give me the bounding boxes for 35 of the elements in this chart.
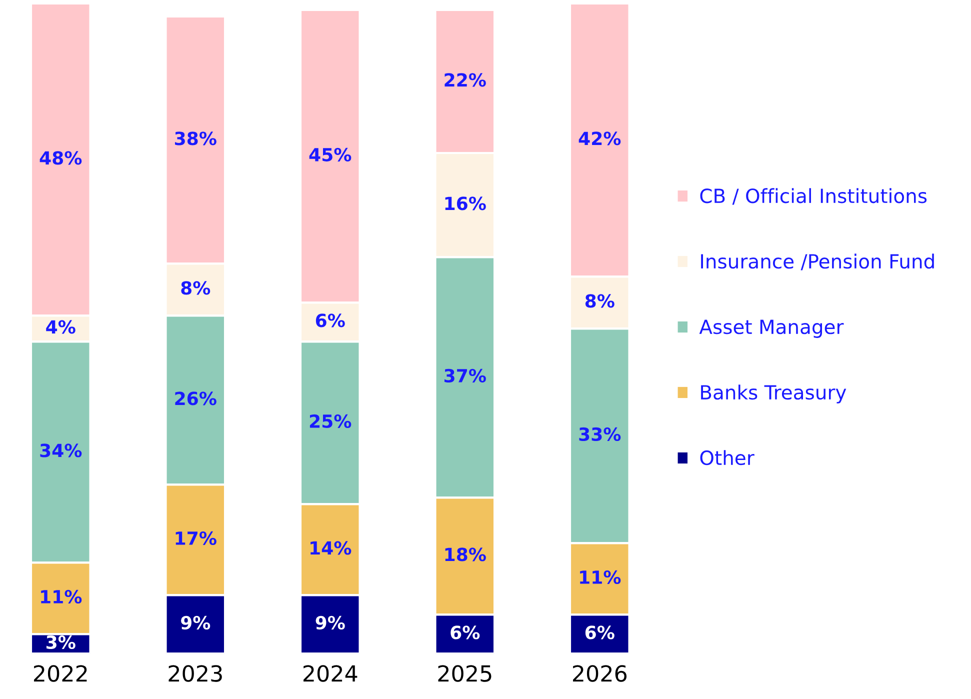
legend-label: Insurance /Pension Fund xyxy=(701,254,934,270)
data-label: 33% xyxy=(579,427,621,442)
data-label: 6% xyxy=(450,626,480,640)
legend-label: Asset Manager xyxy=(699,320,844,338)
data-label: 3% xyxy=(46,635,76,650)
data-label: 48% xyxy=(40,151,82,165)
data-label: 4% xyxy=(46,320,76,334)
data-label: 25% xyxy=(310,414,352,428)
legend-label: Other xyxy=(700,450,754,466)
x-tick-label: 2025 xyxy=(438,665,492,682)
data-label: 37% xyxy=(444,368,486,383)
legend-label: Banks Treasury xyxy=(701,384,846,404)
x-tick-label: 2024 xyxy=(303,665,358,682)
data-label: 26% xyxy=(175,392,216,406)
x-tick-label: 2022 xyxy=(34,665,87,682)
data-label: 22% xyxy=(444,73,486,87)
data-label: 38% xyxy=(174,132,216,146)
data-label: 14% xyxy=(310,541,352,555)
data-label: 6% xyxy=(585,626,614,640)
data-label: 8% xyxy=(585,294,614,308)
data-label: 45% xyxy=(309,148,352,162)
data-label: 34% xyxy=(40,444,82,458)
data-label: 11% xyxy=(41,590,82,604)
data-label: 9% xyxy=(180,616,210,630)
legend-label: CB / Official Institutions xyxy=(700,188,927,205)
data-label: 42% xyxy=(578,132,621,146)
x-tick-label: 2026 xyxy=(572,665,627,682)
data-label: 18% xyxy=(445,548,486,562)
data-label: 17% xyxy=(176,531,216,546)
data-label: 11% xyxy=(580,570,621,584)
data-label: 16% xyxy=(445,196,486,210)
x-tick-label: 2023 xyxy=(168,665,222,682)
data-label: 9% xyxy=(316,616,345,630)
data-label: 8% xyxy=(181,281,210,295)
data-label: 6% xyxy=(316,314,345,328)
